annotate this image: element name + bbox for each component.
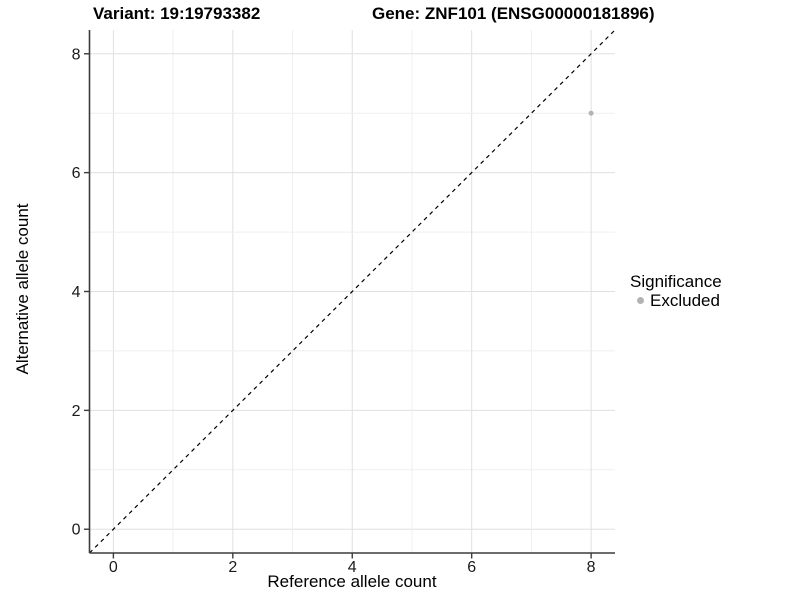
- y-tick-label: 8: [72, 46, 81, 63]
- legend: Significance Excluded: [630, 272, 722, 310]
- legend-item-label: Excluded: [650, 291, 720, 310]
- x-axis-label: Reference allele count: [267, 572, 437, 591]
- x-tick-label: 4: [348, 559, 357, 576]
- identity-dashed-line: [89, 29, 616, 554]
- legend-item-excluded: Excluded: [630, 291, 722, 310]
- plot-title-variant: Variant: 19:19793382: [93, 4, 261, 23]
- x-tick-label: 6: [467, 559, 476, 576]
- y-tick-label: 4: [72, 284, 81, 301]
- x-tick-label: 0: [109, 559, 118, 576]
- x-tick-label: 2: [228, 559, 237, 576]
- plot-title-gene: Gene: ZNF101 (ENSG00000181896): [372, 4, 655, 23]
- y-tick-label: 0: [72, 522, 81, 539]
- y-axis-label: Alternative allele count: [13, 203, 32, 375]
- x-tick-label: 8: [587, 559, 596, 576]
- y-tick-label: 6: [72, 165, 81, 182]
- legend-point-swatch: [637, 297, 644, 304]
- y-tick-label: 2: [72, 403, 81, 420]
- data-point: [588, 110, 594, 116]
- legend-title: Significance: [630, 272, 722, 291]
